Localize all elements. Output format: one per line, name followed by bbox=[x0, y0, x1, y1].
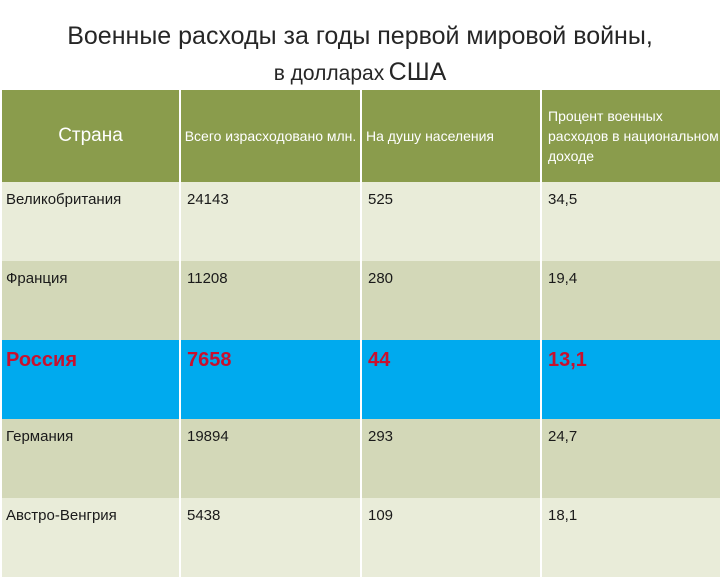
cell-per-capita: 109 bbox=[360, 498, 542, 577]
cell-country: Великобритания bbox=[0, 182, 181, 261]
header-percent-of-income: Процент военных расходов в национальном … bbox=[540, 90, 720, 182]
table-row: Австро-Венгрия 5438 109 18,1 bbox=[0, 498, 720, 577]
table-row: Германия 19894 293 24,7 bbox=[0, 419, 720, 498]
cell-country: Германия bbox=[0, 419, 181, 498]
cell-per-capita: 44 bbox=[360, 340, 542, 419]
cell-percent: 13,1 bbox=[540, 340, 720, 419]
title-line-2-units: в долларах bbox=[273, 62, 385, 85]
table-row: Франция 11208 280 19,4 bbox=[0, 261, 720, 340]
cell-percent: 34,5 bbox=[540, 182, 720, 261]
cell-per-capita: 525 bbox=[360, 182, 542, 261]
cell-percent: 19,4 bbox=[540, 261, 720, 340]
cell-total: 11208 bbox=[179, 261, 362, 340]
cell-per-capita: 280 bbox=[360, 261, 542, 340]
military-expenses-table: Страна Всего израсходовано млн. На душу … bbox=[0, 90, 720, 577]
header-total-spent: Всего израсходовано млн. bbox=[179, 90, 362, 182]
cell-percent: 24,7 bbox=[540, 419, 720, 498]
cell-country: Россия bbox=[0, 340, 181, 419]
table-row-highlighted: Россия 7658 44 13,1 bbox=[0, 340, 720, 419]
cell-total: 7658 bbox=[179, 340, 362, 419]
title-line-1: Военные расходы за годы первой мировой в… bbox=[67, 22, 653, 50]
cell-total: 5438 bbox=[179, 498, 362, 577]
cell-total: 19894 bbox=[179, 419, 362, 498]
table-row: Великобритания 24143 525 34,5 bbox=[0, 182, 720, 261]
cell-per-capita: 293 bbox=[360, 419, 542, 498]
slide-title: Военные расходы за годы первой мировой в… bbox=[0, 18, 720, 94]
title-line-2: в долларах США bbox=[0, 54, 720, 94]
title-line-2-currency: США bbox=[388, 58, 447, 86]
header-country: Страна bbox=[0, 90, 181, 182]
table-header-row: Страна Всего израсходовано млн. На душу … bbox=[0, 90, 720, 182]
header-per-capita: На душу населения bbox=[360, 90, 542, 182]
cell-percent: 18,1 bbox=[540, 498, 720, 577]
cell-country: Франция bbox=[0, 261, 181, 340]
cell-total: 24143 bbox=[179, 182, 362, 261]
cell-country: Австро-Венгрия bbox=[0, 498, 181, 577]
